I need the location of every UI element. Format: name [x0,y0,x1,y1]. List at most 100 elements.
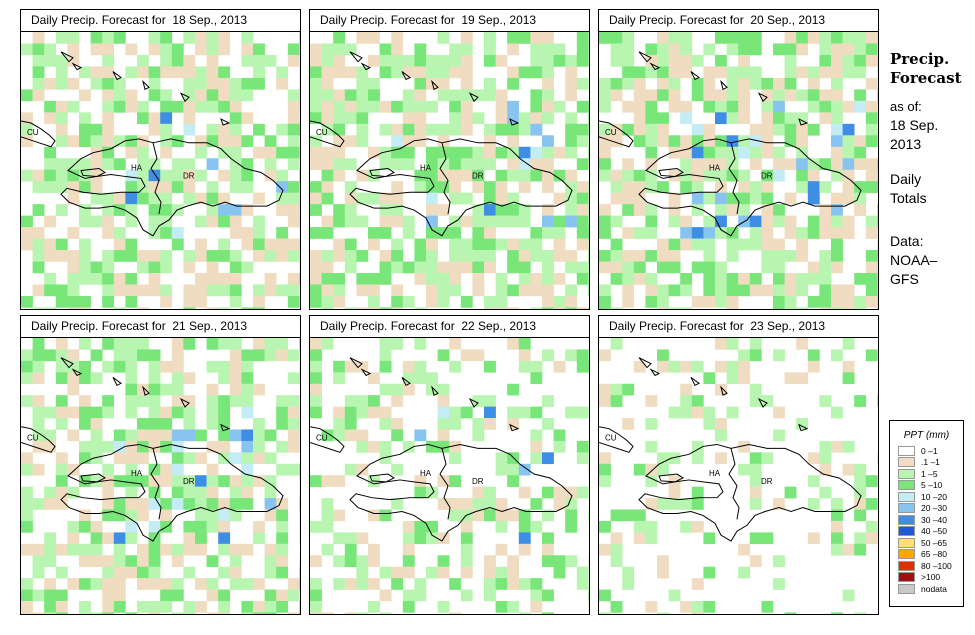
precip-cell [472,418,485,430]
map-label-haiti: HA [420,469,432,478]
precip-cell [402,123,415,136]
precip-cell [449,272,462,285]
precip-cell [148,360,161,373]
precip-cell [854,66,867,79]
precip-cell [299,486,300,499]
precip-cell [576,227,589,239]
precip-cell [784,43,797,56]
precip-cell [102,32,115,44]
precip-cell [287,112,300,125]
precip-cell [703,372,716,385]
precip-cell [460,566,473,579]
precip-cell [680,181,693,193]
precip-cell [402,158,415,171]
precip-cell [102,146,115,159]
precip-cell [680,600,693,613]
precip-cell [437,349,450,362]
precip-cell [299,612,300,614]
precip-cell [102,89,115,102]
precip-cell [79,520,91,533]
precip-cell [218,204,231,216]
precip-cell [402,295,415,308]
precip-cell [495,578,508,590]
precip-cell [738,238,751,251]
precip-cell [253,295,265,308]
precip-cell [402,146,415,159]
precip-cell [842,440,855,453]
precip-cell [333,43,346,56]
precip-cell [171,498,184,510]
precip-cell [842,169,855,182]
precip-cell [79,135,91,148]
precip-cell [460,532,473,545]
precip-cell [807,100,820,113]
precip-cell [599,135,611,148]
precip-cell [854,272,867,285]
precip-cell [44,440,57,453]
precip-cell [796,272,809,285]
precip-cell [877,135,878,148]
precip-cell [310,338,322,350]
precip-cell [160,463,173,476]
precip-cell [264,338,277,350]
precip-cell [148,284,161,297]
precip-cell [218,520,231,533]
precip-cell [79,418,91,430]
precip-cell [195,215,207,228]
precip-cell [229,272,242,285]
precip-cell [148,192,161,205]
precip-cell [310,284,322,297]
precip-cell [206,284,219,297]
precip-cell [171,169,184,182]
precip-cell [276,77,289,90]
precip-cell [55,612,68,614]
precip-cell [807,215,820,228]
coastline [310,357,573,542]
precip-cell [183,123,196,136]
precip-cell [819,66,832,79]
precip-cell [229,89,242,102]
precip-cell [276,192,289,205]
precip-cell [241,395,254,407]
precip-cell [831,100,843,113]
precip-cell [55,589,68,602]
precip-cell [761,250,774,262]
precip-cell [79,452,91,465]
precip-cell [171,486,184,499]
precip-cell [102,43,115,56]
precip-cell [610,181,623,193]
precip-cell [518,338,531,350]
precip-cell [576,360,589,373]
precip-cell [645,295,658,308]
precip-cell [44,158,57,171]
coastline [310,51,573,237]
precip-cell [79,555,91,567]
precip-cell [633,520,646,533]
precip-cell [241,32,254,44]
precip-cell [633,227,646,239]
legend-label: 30 –40 [921,514,947,525]
precip-cell [310,475,322,487]
precip-cell [715,135,727,148]
precip-cell [507,338,520,350]
precip-cell [657,54,669,67]
precip-cell [148,123,161,136]
precip-cell [125,429,138,442]
precip-cell [610,135,623,148]
precip-cell [807,498,820,510]
precip-cell [796,250,809,262]
precip-cell [449,338,462,350]
precip-cell [183,158,196,171]
precip-cell [831,307,843,309]
precip-cell [784,123,797,136]
precip-cell [842,192,855,205]
precip-cell [807,261,820,274]
precip-cell [715,284,727,297]
precip-cell [449,261,462,274]
precip-cell [206,66,219,79]
precip-cell [842,543,855,556]
precip-cell [437,498,450,510]
precip-cell [276,418,289,430]
precip-cell [877,204,878,216]
precip-cell [877,66,878,79]
